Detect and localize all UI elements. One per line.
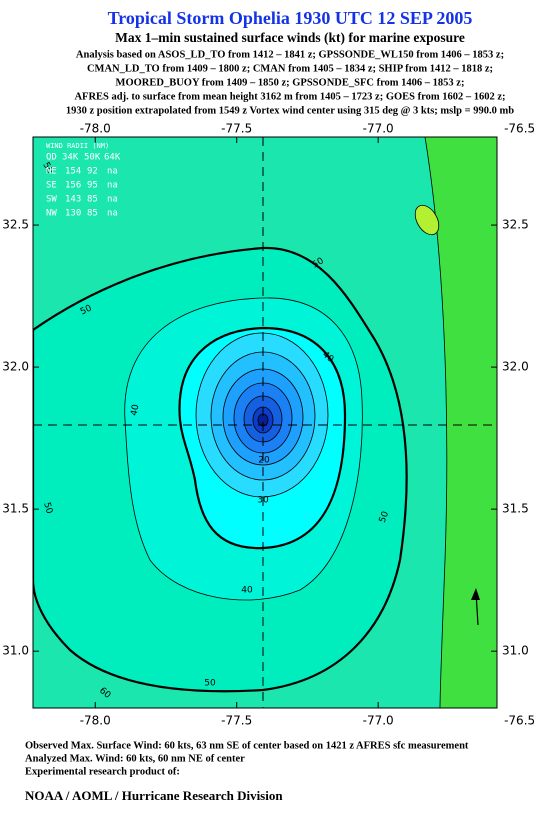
y-tick-label: 31.0 bbox=[2, 644, 29, 658]
wind-radii-header: 64K bbox=[104, 153, 121, 163]
y-tick-label: 32.5 bbox=[502, 218, 529, 232]
motion-arrow-head bbox=[471, 588, 480, 600]
x-tick-label: -77.5 bbox=[221, 122, 252, 136]
wind-radii-cell: 156 bbox=[65, 181, 81, 191]
wind-radii-title: WIND RADII (NM) bbox=[46, 142, 109, 150]
wind-field bbox=[33, 137, 497, 708]
contour-label: 40 bbox=[241, 586, 253, 596]
credit: NOAA / AOML / Hurricane Research Divisio… bbox=[25, 788, 283, 803]
contour-label: 30 bbox=[257, 496, 269, 506]
contour-region bbox=[414, 204, 440, 236]
wind-radii: WIND RADII (NM) QD 34K 50K 64K NE 154 92 na SE 156… bbox=[46, 142, 121, 219]
subtitle: Max 1–min sustained surface winds (kt) f… bbox=[115, 30, 465, 45]
wind-radii-cell: SW bbox=[46, 195, 57, 205]
wind-radii-header: 50K bbox=[84, 153, 101, 163]
y-tick-label: 32.5 bbox=[2, 218, 29, 232]
x-tick-label: -78.0 bbox=[80, 714, 111, 728]
contour-label: 50 bbox=[79, 303, 94, 317]
title: Tropical Storm Ophelia 1930 UTC 12 SEP 2… bbox=[108, 8, 473, 28]
contour-label: 50 bbox=[204, 679, 216, 689]
axes: -78.0 -78.0 -77.5 -77.5 -77.0 -77.0 -76.5 -76.5… bbox=[2, 122, 535, 728]
contour-label: 50 bbox=[41, 501, 54, 515]
x-tick-label: -76.5 bbox=[504, 714, 535, 728]
x-tick-label: -77.0 bbox=[363, 714, 394, 728]
y-tick-label: 32.0 bbox=[2, 360, 29, 374]
y-tick-label: 31.5 bbox=[2, 502, 29, 516]
footer-line: Observed Max. Surface Wind: 60 kts, 63 n… bbox=[25, 740, 469, 751]
contour-label: 20 bbox=[258, 456, 270, 466]
wind-radii-cell: 130 bbox=[65, 209, 81, 219]
contour-label: 50 bbox=[378, 510, 391, 524]
analysis-line: 1930 z position extrapolated from 1549 z… bbox=[66, 105, 514, 116]
analysis-line: MOORED_BUOY from 1409 – 1850 z; GPSSONDE… bbox=[116, 77, 465, 88]
analysis-line: Analysis based on ASOS_LD_TO from 1412 –… bbox=[76, 49, 504, 60]
footer: Observed Max. Surface Wind: 60 kts, 63 n… bbox=[25, 740, 469, 777]
map-frame bbox=[32, 136, 498, 709]
x-tick-label: -78.0 bbox=[80, 122, 111, 136]
x-tick-label: -77.5 bbox=[221, 714, 252, 728]
wind-radii-cell: na bbox=[107, 181, 118, 191]
wind-radii-cell: 95 bbox=[87, 181, 98, 191]
wind-radii-cell: 92 bbox=[87, 167, 98, 177]
wind-radii-cell: 85 bbox=[87, 195, 98, 205]
x-tick-label: -77.0 bbox=[363, 122, 394, 136]
wind-radii-cell: SE bbox=[46, 181, 57, 191]
wind-radii-header: QD bbox=[46, 153, 57, 163]
y-tick-label: 31.0 bbox=[502, 644, 529, 658]
footer-line: Experimental research product of: bbox=[25, 766, 180, 777]
footer-line: Analyzed Max. Wind: 60 kts, 60 nm NE of … bbox=[25, 753, 245, 764]
analysis: Analysis based on ASOS_LD_TO from 1412 –… bbox=[66, 49, 514, 116]
wind-radii-cell: na bbox=[107, 195, 118, 205]
analysis-line: AFRES adj. to surface from mean height 3… bbox=[74, 91, 505, 102]
contour-label: 40 bbox=[130, 403, 142, 416]
wind-radii-cell: 85 bbox=[87, 209, 98, 219]
y-tick-label: 31.5 bbox=[502, 502, 529, 516]
analysis-line: CMAN_LD_TO from 1409 – 1800 z; CMAN from… bbox=[87, 63, 493, 74]
wind-radii-cell: NW bbox=[46, 209, 57, 219]
wind-radii-cell: 154 bbox=[65, 167, 81, 177]
wind-radii-cell: na bbox=[107, 167, 118, 177]
contour-region bbox=[424, 137, 497, 708]
wind-radii-header: 34K bbox=[62, 153, 79, 163]
y-tick-label: 32.0 bbox=[502, 360, 529, 374]
wind-radii-cell: 143 bbox=[65, 195, 81, 205]
wind-radii-cell: na bbox=[107, 209, 118, 219]
x-tick-label: -76.5 bbox=[504, 122, 535, 136]
wind-radii-cell: NE bbox=[46, 167, 57, 177]
